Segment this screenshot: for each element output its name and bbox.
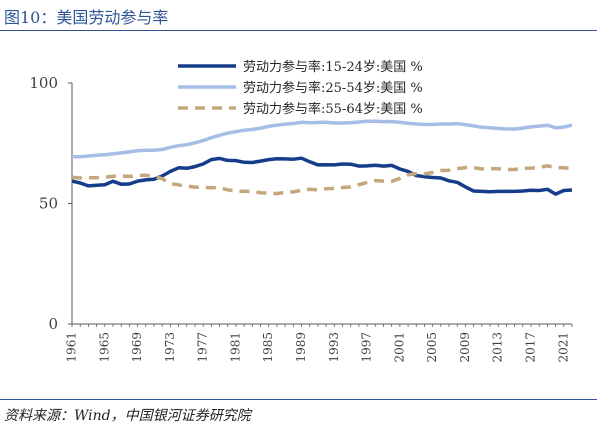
- series-line-2: [71, 119, 573, 159]
- chart-axes: 0 50 100 1961 1965 1969 1973 1977 1981 1985 1989 19…: [29, 74, 573, 363]
- source-note: 资料来源：Wind，中国银河证券研究院: [4, 408, 251, 424]
- figure-title: 图10：美国劳动参与率: [4, 8, 169, 27]
- x-tick-label: 1965: [97, 332, 111, 363]
- x-tick-label: 1989: [294, 332, 308, 363]
- y-tick-label: 0: [48, 315, 58, 333]
- x-tick-label: 2013: [491, 332, 505, 363]
- x-tick-label: 1977: [196, 332, 210, 363]
- x-tick-label: 1997: [360, 332, 374, 363]
- chart-series: [71, 119, 573, 196]
- x-tick-label: 2021: [556, 332, 570, 363]
- x-tick-label: 1981: [228, 332, 242, 363]
- legend-label-1: 劳动力参与率:15-24岁:美国 %: [243, 59, 423, 75]
- series-line-1: [71, 156, 573, 196]
- legend-label-2: 劳动力参与率:25-54岁:美国 %: [243, 80, 423, 96]
- x-tick-label: 1993: [327, 332, 341, 363]
- x-tick-label: 2009: [458, 332, 472, 363]
- chart-legend: 劳动力参与率:15-24岁:美国 % 劳动力参与率:25-54岁:美国 % 劳动力参…: [178, 59, 423, 117]
- x-tick-label: 1969: [130, 332, 144, 363]
- title-divider: [0, 30, 597, 31]
- x-tick-label: 1973: [163, 332, 177, 363]
- y-tick-label: 50: [39, 195, 58, 213]
- x-tick-label: 2001: [392, 332, 406, 363]
- legend-label-3: 劳动力参与率:55-64岁:美国 %: [243, 101, 423, 117]
- footer-divider: [0, 399, 597, 400]
- x-tick-label: 1985: [261, 332, 275, 363]
- y-tick-label: 100: [29, 74, 58, 92]
- x-tick-label: 2017: [524, 332, 538, 363]
- x-tick-label: 1961: [65, 332, 79, 363]
- labor-participation-line-chart: 0 50 100 1961 1965 1969 1973 1977 1981 1985 1989 19…: [29, 59, 573, 363]
- x-tick-label: 2005: [425, 332, 439, 363]
